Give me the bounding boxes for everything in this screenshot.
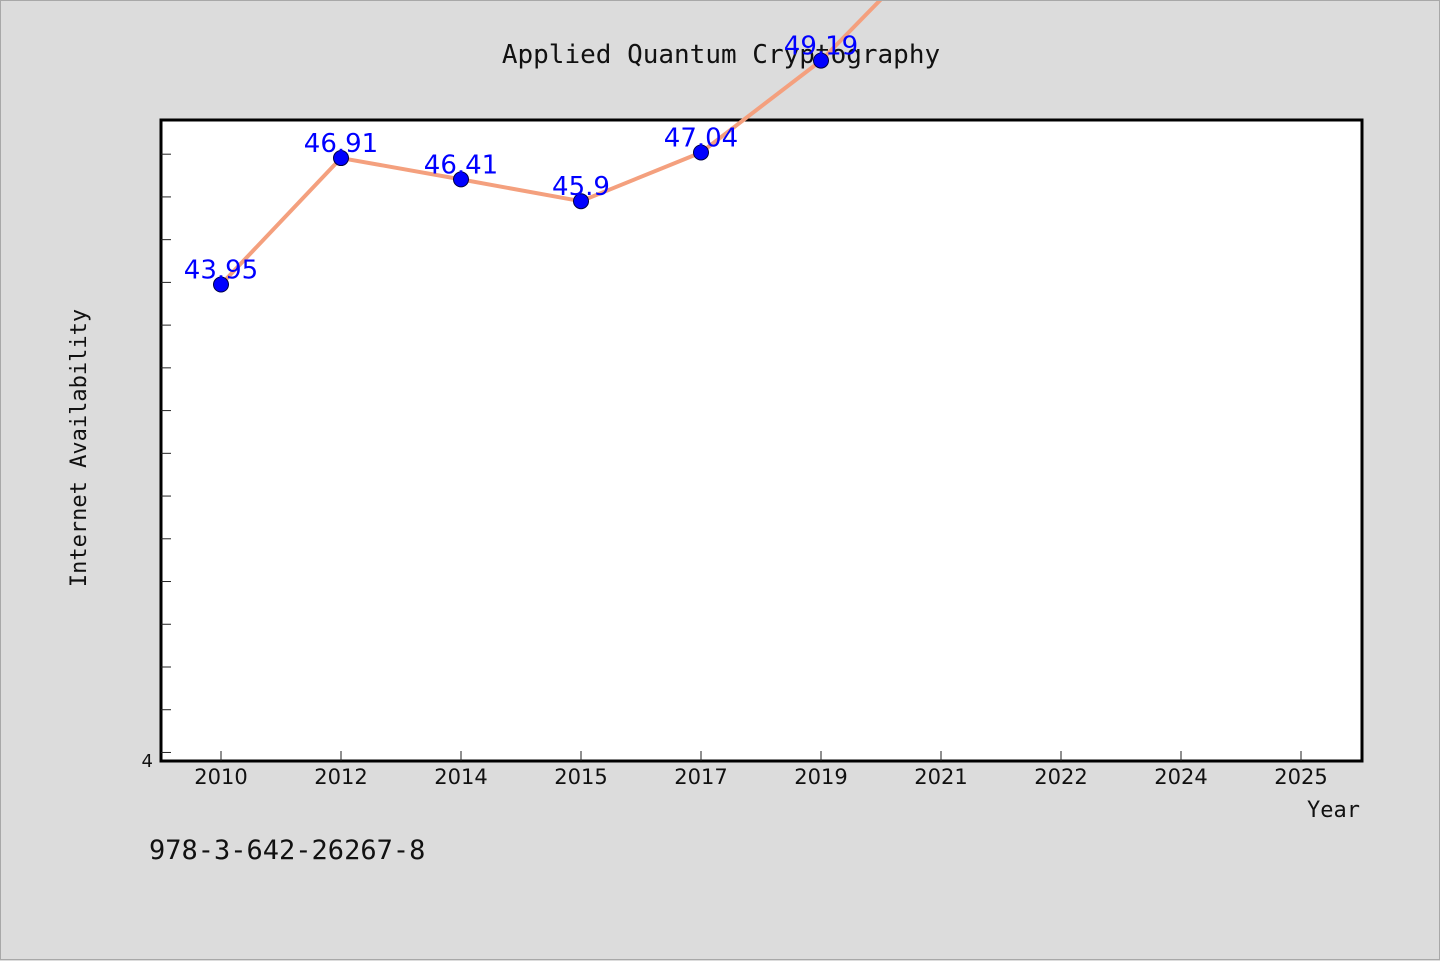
data-point xyxy=(693,144,709,161)
isbn-text: 978-3-642-26267-8 xyxy=(149,835,426,866)
x-tick-label: 2010 xyxy=(194,765,247,789)
data-label: 45.9 xyxy=(552,172,610,202)
x-axis-label: Year xyxy=(1307,798,1360,823)
data-label: 47.04 xyxy=(664,123,738,153)
x-tick-label: 2024 xyxy=(1154,765,1207,789)
x-tick-label: 2022 xyxy=(1034,765,1087,789)
y-tick-label: 4 xyxy=(142,751,153,772)
x-tick-label: 2015 xyxy=(554,765,607,789)
plot-area xyxy=(159,118,1364,763)
data-labels: 43.9546.9146.4145.947.0449.1952.0653.825… xyxy=(184,32,858,286)
data-point xyxy=(453,171,469,188)
data-point xyxy=(573,193,589,210)
data-label: 43.95 xyxy=(184,256,258,286)
data-label: 46.41 xyxy=(424,150,498,180)
data-markers xyxy=(213,52,829,293)
y-axis-label: Internet Availability xyxy=(67,309,92,587)
x-tick-label: 2025 xyxy=(1274,765,1327,789)
series-line xyxy=(219,1,883,286)
x-axis-ticks xyxy=(220,751,1302,761)
x-tick-label: 2017 xyxy=(674,765,727,789)
x-tick-label: 2014 xyxy=(434,765,487,789)
data-label: 49.19 xyxy=(784,32,858,62)
data-point xyxy=(333,150,349,167)
x-tick-label: 2019 xyxy=(794,765,847,789)
x-tick-label: 2021 xyxy=(914,765,967,789)
data-point xyxy=(813,52,829,69)
x-axis-tick-labels: 2010 2012 2014 2015 2017 2019 2021 2022 2024 2025 xyxy=(194,765,1327,789)
chart-title: Applied Quantum Cryptography xyxy=(502,40,940,70)
data-point xyxy=(213,276,229,293)
x-tick-label: 2012 xyxy=(314,765,367,789)
y-axis-ticks xyxy=(161,153,171,753)
data-label: 46.91 xyxy=(304,129,378,159)
